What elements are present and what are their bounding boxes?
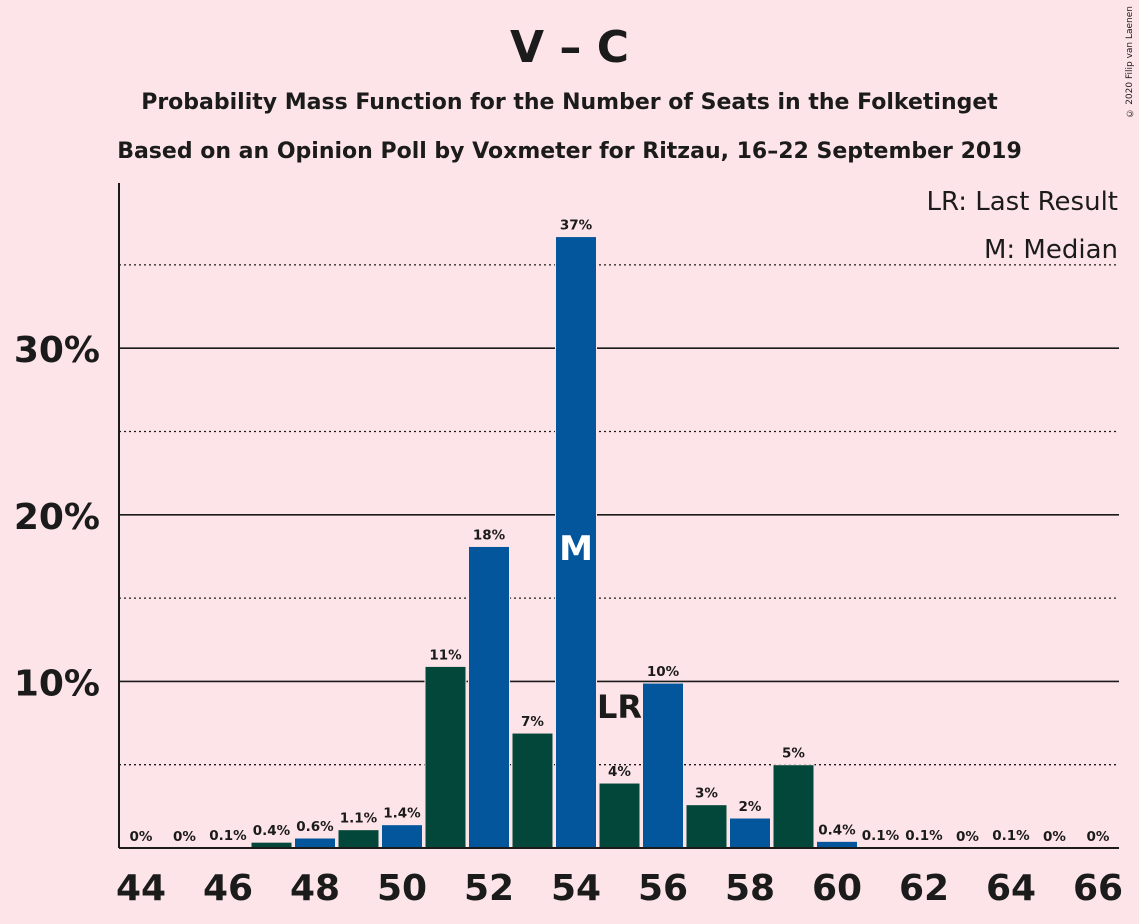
x-tick-label: 48 <box>290 868 340 909</box>
bar-50 <box>381 824 423 849</box>
median-marker: M <box>559 529 593 569</box>
bar-55 <box>598 782 641 849</box>
bar-51 <box>424 665 467 849</box>
data-label: 1.1% <box>340 811 378 827</box>
data-label: 0.1% <box>905 828 943 844</box>
x-tick-label: 64 <box>986 868 1036 909</box>
y-tick-label: 30% <box>14 330 100 371</box>
x-tick-label: 66 <box>1073 868 1123 909</box>
x-tick-label: 54 <box>551 868 601 909</box>
data-label: 0% <box>173 829 196 845</box>
data-label: 10% <box>647 664 680 680</box>
legend-last-result: LR: Last Result <box>926 187 1118 217</box>
bar-52 <box>468 545 510 849</box>
chart-source: Based on an Opinion Poll by Voxmeter for… <box>117 139 1022 164</box>
data-label: 0.4% <box>253 823 291 839</box>
bar-58 <box>729 817 771 849</box>
data-label: 0.4% <box>818 822 856 838</box>
data-label: 0.1% <box>209 828 247 844</box>
x-tick-label: 60 <box>812 868 862 909</box>
data-label: 4% <box>608 764 631 780</box>
data-label: 3% <box>695 786 718 802</box>
data-label: 0.1% <box>862 828 900 844</box>
bar-57 <box>685 804 728 849</box>
bar-48 <box>294 837 336 849</box>
legend-median: M: Median <box>984 235 1118 265</box>
x-tick-label: 44 <box>116 868 166 909</box>
y-tick-label: 20% <box>14 497 100 538</box>
data-label: 0% <box>1043 829 1066 845</box>
data-label: 0% <box>130 829 153 845</box>
bar-53 <box>511 732 554 849</box>
last-result-marker: LR <box>597 688 642 726</box>
data-label: 0% <box>1087 829 1110 845</box>
bar-56 <box>642 682 684 849</box>
data-label: 2% <box>739 799 762 815</box>
x-tick-label: 50 <box>377 868 427 909</box>
bar-49 <box>337 829 380 849</box>
data-label: 11% <box>429 647 462 663</box>
data-label: 1.4% <box>383 806 421 822</box>
data-label: 18% <box>473 527 506 543</box>
x-tick-label: 46 <box>203 868 253 909</box>
x-tick-label: 52 <box>464 868 514 909</box>
bar-54 <box>555 236 597 849</box>
data-label: 5% <box>782 746 805 762</box>
chart-title: V – C <box>510 22 629 73</box>
bar-59 <box>772 764 815 849</box>
chart-subtitle: Probability Mass Function for the Number… <box>141 90 998 115</box>
data-label: 37% <box>560 218 593 234</box>
data-label: 0% <box>956 829 979 845</box>
data-label: 0.1% <box>992 828 1030 844</box>
data-label: 0.6% <box>296 819 334 835</box>
x-tick-label: 58 <box>725 868 775 909</box>
x-tick-label: 62 <box>899 868 949 909</box>
x-tick-label: 56 <box>638 868 688 909</box>
data-label: 7% <box>521 714 544 730</box>
y-tick-label: 10% <box>14 663 100 704</box>
